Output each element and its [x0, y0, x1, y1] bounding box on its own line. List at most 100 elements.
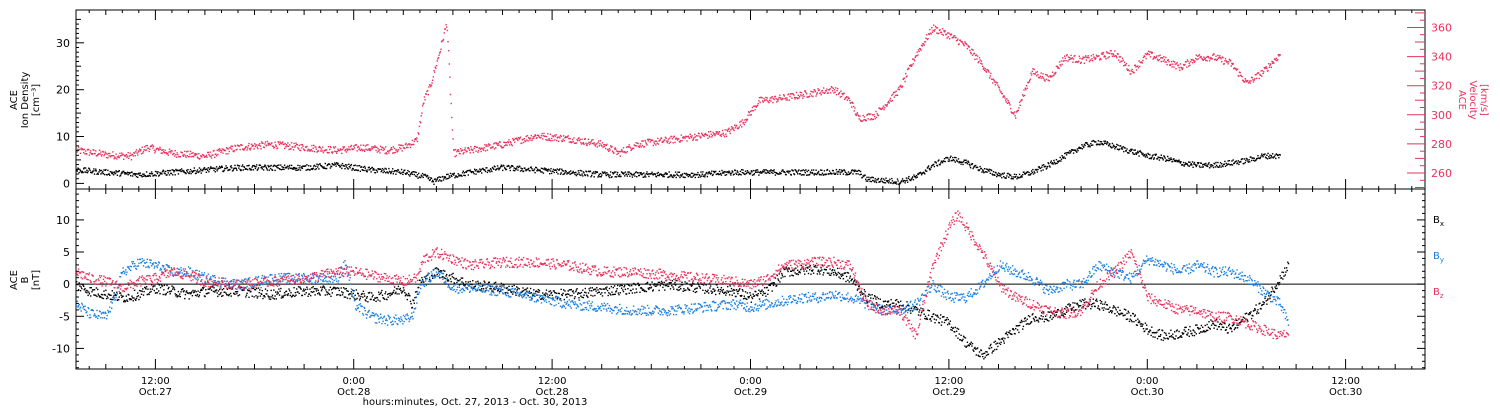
density-series-point	[352, 168, 354, 170]
density-series-point	[287, 165, 289, 167]
density-series-point	[1252, 159, 1255, 162]
series-bx-point	[451, 276, 454, 278]
velocity-series-point	[969, 51, 972, 54]
density-series-point	[421, 175, 423, 177]
velocity-series-point	[982, 65, 984, 67]
velocity-series-point	[824, 91, 826, 94]
velocity-series-point	[1106, 52, 1108, 54]
velocity-series-point	[76, 148, 78, 150]
density-series-point	[750, 170, 752, 172]
series-bx-point	[207, 288, 209, 290]
series-bx-point	[465, 281, 467, 283]
velocity-series-point	[676, 137, 678, 140]
density-series-point	[797, 173, 799, 175]
velocity-series-point	[504, 141, 506, 144]
density-series-point	[1069, 150, 1071, 152]
velocity-series-point	[1126, 68, 1128, 70]
velocity-series-point	[1094, 58, 1096, 60]
series-bx-point	[319, 294, 321, 296]
density-series-point	[311, 168, 314, 171]
velocity-series-point	[1233, 67, 1236, 69]
density-series-point	[1162, 159, 1164, 161]
velocity-series-point	[667, 140, 669, 142]
density-series-point	[992, 174, 994, 176]
density-series-point	[940, 162, 942, 164]
density-series-point	[817, 170, 820, 173]
density-series-point	[575, 174, 578, 177]
velocity-series-point	[889, 99, 891, 101]
velocity-series-point	[524, 140, 527, 143]
density-series-point	[636, 176, 638, 178]
series-bx-point	[156, 288, 158, 290]
velocity-series-point	[861, 120, 864, 122]
series-bx-point	[123, 300, 125, 303]
density-series-point	[120, 173, 122, 175]
velocity-series-point	[620, 150, 622, 153]
density-series-point	[847, 173, 849, 176]
density-series-point	[1080, 147, 1082, 149]
density-series-point	[1123, 150, 1125, 153]
density-series-point	[346, 167, 349, 169]
velocity-series-point	[395, 149, 398, 151]
density-series-point	[338, 164, 340, 167]
velocity-series-point	[241, 148, 244, 150]
velocity-series-point	[267, 142, 269, 145]
density-series-point	[133, 172, 136, 175]
velocity-series-point	[194, 154, 197, 156]
velocity-series-point	[164, 149, 166, 151]
density-series-point	[982, 170, 984, 172]
velocity-series-point	[1202, 59, 1204, 61]
density-series-point	[650, 173, 653, 175]
series-bx-point	[182, 291, 185, 293]
velocity-series-point	[605, 144, 607, 147]
velocity-series-point	[649, 141, 651, 143]
velocity-series-point	[816, 92, 819, 94]
velocity-series-point	[947, 36, 949, 38]
density-series-point	[901, 178, 904, 180]
velocity-series-point	[511, 145, 513, 147]
density-series-point	[624, 171, 627, 173]
velocity-series-point	[357, 146, 359, 149]
ylabel-line: [cm⁻³]	[31, 84, 42, 116]
density-series-point	[1132, 153, 1135, 155]
density-series-point	[392, 173, 394, 175]
velocity-series-point	[401, 150, 403, 152]
velocity-series-point	[463, 151, 465, 154]
density-series-point	[1259, 157, 1261, 160]
velocity-series-point	[350, 145, 352, 148]
velocity-series-point	[764, 99, 766, 101]
velocity-series-point	[851, 106, 853, 108]
velocity-series-point	[488, 143, 490, 145]
series-bx-point	[327, 291, 329, 294]
density-series-point	[579, 169, 581, 172]
density-series-point	[290, 167, 292, 169]
series-bx-point	[198, 294, 201, 296]
velocity-series-point	[962, 43, 965, 46]
velocity-series-point	[137, 154, 139, 156]
density-series-point	[1214, 163, 1216, 165]
density-series-point	[1250, 156, 1252, 158]
velocity-series-point	[1025, 88, 1027, 91]
series-bx-point	[284, 294, 286, 296]
velocity-series-point	[1088, 57, 1090, 59]
velocity-series-point	[823, 87, 825, 89]
density-series-point	[624, 175, 626, 177]
density-series-point	[329, 163, 331, 166]
series-bx-point	[467, 281, 469, 283]
density-series-point	[277, 167, 279, 169]
series-bx-point	[235, 291, 237, 293]
velocity-series-point	[852, 102, 854, 104]
velocity-series-point	[206, 156, 208, 158]
density-series-point	[458, 175, 460, 177]
density-series-point	[814, 173, 817, 175]
velocity-series-point	[1219, 56, 1222, 59]
velocity-series-point	[432, 76, 435, 78]
density-series-point	[601, 171, 604, 173]
velocity-series-point	[402, 145, 404, 147]
series-bx-point	[510, 291, 512, 293]
velocity-series-point	[1184, 63, 1186, 66]
ylabel-line: ACE	[1456, 90, 1467, 110]
series-bx-point	[301, 294, 304, 297]
series-bx-point	[405, 293, 407, 295]
velocity-series-point	[629, 146, 631, 148]
